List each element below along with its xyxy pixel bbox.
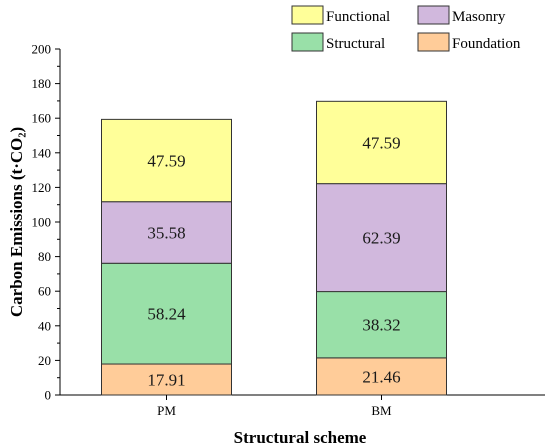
legend-label-structural: Structural xyxy=(326,36,385,52)
y-tick-label-0: 0 xyxy=(45,388,52,403)
data-label-pm-functional: 47.59 xyxy=(147,152,185,171)
data-label-bm-functional: 47.59 xyxy=(362,133,400,152)
bar-bm-masonry xyxy=(316,183,447,293)
legend-swatch-foundation xyxy=(417,32,450,52)
y-tick-label-80: 80 xyxy=(38,249,51,264)
data-label-bm-masonry: 62.39 xyxy=(362,229,400,248)
bar-pm-foundation xyxy=(101,363,232,396)
y-tick-label-180: 180 xyxy=(32,76,52,91)
bar-pm-functional xyxy=(101,118,232,203)
legend-swatch-masonry xyxy=(417,5,450,25)
y-tick-label-160: 160 xyxy=(32,111,52,126)
legend-swatch-functional xyxy=(291,5,324,25)
x-tick-label-bm: BM xyxy=(371,403,392,418)
y-tick-label-200: 200 xyxy=(32,42,52,57)
data-label-pm-foundation: 17.91 xyxy=(147,371,185,390)
bar-bm-structural xyxy=(316,291,447,359)
x-tick-label-pm: PM xyxy=(157,403,176,418)
data-label-bm-structural: 38.32 xyxy=(362,316,400,335)
data-label-pm-structural: 58.24 xyxy=(147,305,186,324)
y-tick-label-120: 120 xyxy=(32,180,52,195)
legend-swatch-structural xyxy=(291,32,324,52)
bar-bm-functional xyxy=(316,100,447,185)
data-label-pm-masonry: 35.58 xyxy=(147,223,185,242)
bar-pm-structural xyxy=(101,262,232,365)
y-tick-label-140: 140 xyxy=(32,145,52,160)
x-axis-title: Structural scheme xyxy=(234,428,367,447)
y-axis-title: Carbon Emissions (t·CO₂) xyxy=(7,127,26,317)
y-tick-label-100: 100 xyxy=(32,215,52,230)
legend-label-masonry: Masonry xyxy=(452,9,506,25)
y-tick-label-60: 60 xyxy=(38,284,51,299)
y-tick-label-20: 20 xyxy=(38,353,51,368)
bar-pm-masonry xyxy=(101,201,232,264)
legend-label-functional: Functional xyxy=(326,9,390,25)
y-tick-label-40: 40 xyxy=(38,318,51,333)
legend-label-foundation: Foundation xyxy=(452,36,521,52)
data-label-bm-foundation: 21.46 xyxy=(362,367,400,386)
